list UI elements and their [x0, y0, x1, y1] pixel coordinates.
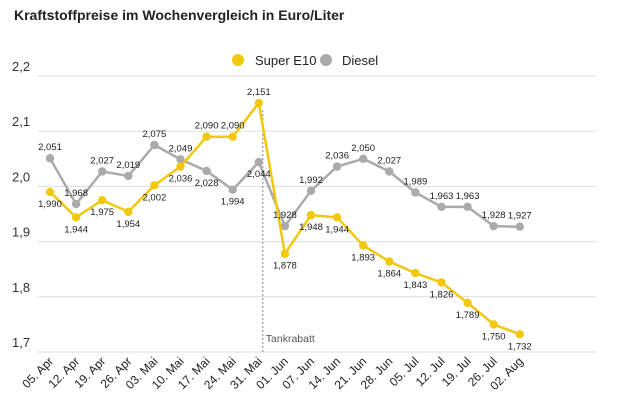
- y-tick-label: 1,7: [12, 335, 30, 350]
- point-diesel: [332, 162, 342, 171]
- data-label-diesel: 2,027: [90, 155, 114, 166]
- data-label-super-e10: 1,750: [482, 331, 506, 342]
- point-diesel: [306, 186, 316, 196]
- point-super-e10: [71, 213, 81, 222]
- tankrabatt-annotation: Tankrabatt: [266, 333, 315, 345]
- data-label-diesel: 2,075: [143, 129, 167, 140]
- series-layer: [45, 98, 524, 339]
- point-super-e10: [359, 241, 368, 250]
- point-super-e10: [437, 278, 446, 287]
- data-label-diesel: 2,027: [377, 155, 401, 166]
- data-label-super-e10: 2,036: [169, 174, 193, 185]
- data-label-diesel: 1,989: [404, 176, 428, 187]
- point-super-e10: [385, 257, 394, 266]
- point-diesel: [254, 157, 263, 167]
- point-super-e10: [515, 330, 524, 339]
- point-super-e10: [176, 162, 185, 171]
- data-label-super-e10: 1,893: [351, 252, 375, 263]
- point-super-e10: [489, 320, 498, 329]
- point-diesel: [150, 140, 159, 150]
- point-super-e10: [202, 132, 211, 141]
- data-label-super-e10: 1,944: [325, 224, 349, 235]
- data-label-super-e10: 2,002: [143, 192, 167, 203]
- data-label-diesel: 2,044: [247, 169, 271, 180]
- data-label-super-e10: 1,948: [299, 222, 323, 233]
- data-label-diesel: 1,963: [456, 191, 480, 202]
- data-label-diesel: 2,028: [195, 178, 219, 189]
- point-diesel: [98, 167, 107, 176]
- data-label-diesel: 1,928: [273, 210, 297, 221]
- data-label-diesel: 1,963: [430, 191, 454, 202]
- y-tick-label: 2,0: [12, 169, 30, 184]
- point-super-e10: [150, 181, 159, 190]
- data-label-diesel: 1,992: [299, 175, 323, 186]
- data-label-diesel: 1,994: [221, 197, 245, 208]
- point-super-e10: [280, 249, 290, 258]
- point-diesel: [359, 154, 368, 163]
- annotation-layer: Tankrabatt: [262, 110, 315, 352]
- point-diesel: [124, 171, 133, 181]
- point-super-e10: [306, 210, 316, 220]
- data-label-diesel: 2,050: [351, 143, 375, 154]
- point-super-e10: [332, 213, 342, 222]
- point-diesel: [45, 154, 55, 163]
- data-label-super-e10: 1,975: [90, 207, 114, 218]
- point-super-e10: [463, 298, 472, 308]
- point-diesel: [228, 185, 237, 194]
- point-diesel: [437, 202, 446, 212]
- legend-label-diesel: Diesel: [342, 53, 378, 68]
- data-label-super-e10: 1,954: [116, 219, 140, 230]
- legend-marker-super-e10: [232, 54, 244, 66]
- legend-marker-diesel: [320, 54, 332, 66]
- legend: Super E10 Diesel: [232, 53, 378, 68]
- point-diesel: [280, 221, 290, 231]
- chart-title: Kraftstoffpreise im Wochenvergleich in E…: [14, 7, 345, 23]
- data-label-super-e10: 1,878: [273, 261, 297, 272]
- grid: [38, 75, 596, 353]
- data-label-super-e10: 1,732: [508, 341, 532, 352]
- point-diesel: [176, 155, 185, 164]
- point-diesel: [202, 166, 211, 176]
- data-label-super-e10: 2,090: [221, 121, 245, 132]
- data-label-super-e10: 1,864: [377, 268, 401, 279]
- data-label-super-e10: 1,843: [404, 280, 428, 291]
- point-super-e10: [124, 207, 133, 216]
- point-super-e10: [45, 187, 55, 197]
- point-super-e10: [254, 98, 263, 108]
- data-label-super-e10: 1,990: [38, 199, 62, 210]
- data-label-super-e10: 2,151: [247, 87, 271, 98]
- data-label-diesel: 1,927: [508, 211, 532, 222]
- point-diesel: [411, 188, 420, 197]
- point-diesel: [385, 167, 394, 176]
- y-tick-label: 1,8: [12, 280, 30, 295]
- y-tick-label: 2,2: [12, 59, 30, 74]
- data-label-diesel: 1,968: [64, 188, 88, 199]
- point-super-e10: [411, 268, 420, 278]
- y-tick-label: 1,9: [12, 225, 30, 240]
- point-super-e10: [228, 132, 237, 141]
- data-label-diesel: 1,928: [482, 210, 506, 221]
- point-diesel: [71, 199, 81, 209]
- data-label-super-e10: 2,090: [195, 121, 219, 132]
- point-diesel: [463, 202, 472, 212]
- data-label-diesel: 2,049: [169, 143, 193, 154]
- point-super-e10: [98, 196, 107, 205]
- y-tick-label: 2,1: [12, 114, 30, 129]
- data-label-super-e10: 1,789: [456, 310, 480, 321]
- y-axis: 1,7 1,8 1,9 2,0 2,1 2,2: [12, 59, 30, 350]
- point-diesel: [489, 221, 498, 231]
- data-label-super-e10: 1,944: [64, 224, 88, 235]
- data-label-super-e10: 1,826: [430, 289, 454, 300]
- data-label-diesel: 2,051: [38, 142, 62, 153]
- point-diesel: [515, 222, 524, 231]
- data-label-diesel: 2,036: [325, 151, 349, 162]
- legend-label-super-e10: Super E10: [255, 53, 316, 68]
- data-label-diesel: 2,019: [116, 160, 140, 171]
